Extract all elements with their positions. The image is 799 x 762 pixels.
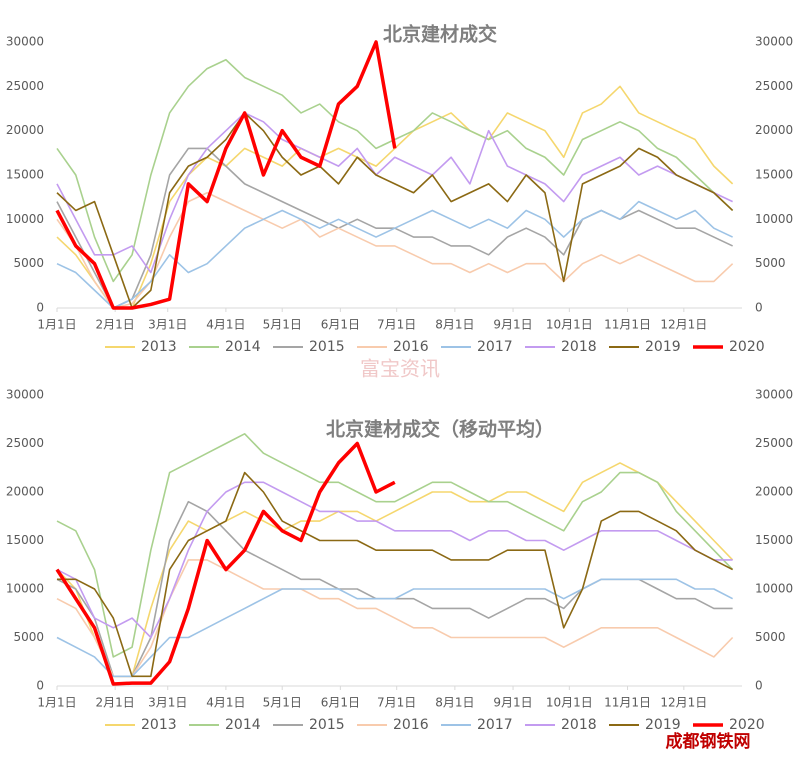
y-tick-label: 10000 — [6, 582, 44, 596]
x-tick-label: 8月1日 — [435, 318, 474, 332]
series-line — [56, 112, 734, 309]
legend-label: 2016 — [393, 717, 429, 733]
y2-tick-label: 30000 — [755, 388, 793, 402]
series-line — [56, 112, 733, 274]
x-tick-label: 9月1日 — [493, 318, 532, 332]
series-line — [56, 191, 734, 309]
legend-label: 2015 — [309, 717, 345, 733]
x-tick-label: 2月1日 — [96, 696, 135, 710]
y-tick-label: 30000 — [6, 35, 44, 49]
series-line — [56, 85, 734, 309]
y2-tick-label: 15000 — [755, 168, 793, 182]
series-line — [55, 40, 397, 310]
series-line — [56, 481, 733, 639]
legend-label: 2017 — [477, 717, 513, 733]
y-tick-label: 15000 — [6, 533, 44, 547]
chart-title: 北京建材成交（移动平均） — [326, 418, 554, 441]
series-line — [56, 559, 734, 678]
series-line — [56, 200, 733, 309]
series-line — [56, 462, 734, 678]
y-tick-label: 20000 — [6, 123, 44, 137]
y2-tick-label: 10000 — [755, 212, 793, 226]
legend-label: 2019 — [645, 339, 681, 355]
y2-tick-label: 20000 — [755, 485, 793, 499]
x-tick-label: 6月1日 — [321, 318, 360, 332]
x-tick-label: 4月1日 — [206, 318, 245, 332]
y-tick-label: 20000 — [6, 485, 44, 499]
y-tick-label: 15000 — [6, 168, 44, 182]
y2-tick-label: 5000 — [755, 630, 786, 644]
y2-tick-label: 5000 — [755, 256, 786, 270]
y-tick-label: 5000 — [13, 630, 44, 644]
y2-tick-label: 25000 — [755, 79, 793, 93]
x-tick-label: 9月1日 — [493, 696, 532, 710]
y-tick-label: 5000 — [13, 256, 44, 270]
x-tick-label: 5月1日 — [263, 318, 302, 332]
legend-label: 2019 — [645, 717, 681, 733]
x-tick-label: 3月1日 — [148, 696, 187, 710]
legend-label: 2018 — [561, 339, 597, 355]
series-line — [55, 441, 396, 686]
y2-tick-label: 15000 — [755, 533, 793, 547]
legend-label: 2017 — [477, 339, 513, 355]
series-line — [56, 578, 733, 678]
x-tick-label: 12月1日 — [660, 318, 707, 332]
x-tick-label: 8月1日 — [435, 696, 474, 710]
y2-tick-label: 0 — [755, 301, 763, 315]
legend-label: 2018 — [561, 717, 597, 733]
x-tick-label: 1月1日 — [37, 696, 76, 710]
y-tick-label: 25000 — [6, 436, 44, 450]
legend-label: 2014 — [225, 717, 261, 733]
legend-label: 2016 — [393, 339, 429, 355]
x-tick-label: 10月1日 — [546, 318, 593, 332]
y-tick-label: 30000 — [6, 388, 44, 402]
x-tick-label: 11月1日 — [604, 696, 651, 710]
legend-label: 2013 — [141, 717, 177, 733]
y2-tick-label: 0 — [755, 679, 763, 693]
y2-tick-label: 10000 — [755, 582, 793, 596]
x-tick-label: 10月1日 — [546, 696, 593, 710]
legend-label: 2020 — [729, 339, 765, 355]
legend-label: 2013 — [141, 339, 177, 355]
y2-tick-label: 25000 — [755, 436, 793, 450]
x-tick-label: 1月1日 — [37, 318, 76, 332]
x-tick-label: 5月1日 — [263, 696, 302, 710]
x-tick-label: 7月1日 — [377, 318, 416, 332]
legend-label: 2014 — [225, 339, 261, 355]
series-line — [56, 433, 734, 658]
watermark: 富宝资讯 — [360, 357, 440, 381]
logo: 成都钢铁网 — [666, 731, 751, 752]
x-tick-label: 12月1日 — [660, 696, 707, 710]
x-tick-label: 7月1日 — [377, 696, 416, 710]
y-tick-label: 25000 — [6, 79, 44, 93]
y2-tick-label: 30000 — [755, 35, 793, 49]
x-tick-label: 3月1日 — [148, 318, 187, 332]
x-tick-label: 6月1日 — [321, 696, 360, 710]
y-tick-label: 0 — [36, 301, 44, 315]
chart-title: 北京建材成交 — [383, 23, 497, 46]
legend-label: 2015 — [309, 339, 345, 355]
y2-tick-label: 20000 — [755, 123, 793, 137]
x-tick-label: 11月1日 — [604, 318, 651, 332]
series-line — [57, 471, 733, 678]
x-tick-label: 4月1日 — [206, 696, 245, 710]
x-tick-label: 2月1日 — [96, 318, 135, 332]
y-tick-label: 0 — [36, 679, 44, 693]
y-tick-label: 10000 — [6, 212, 44, 226]
legend-label: 2020 — [729, 717, 765, 733]
